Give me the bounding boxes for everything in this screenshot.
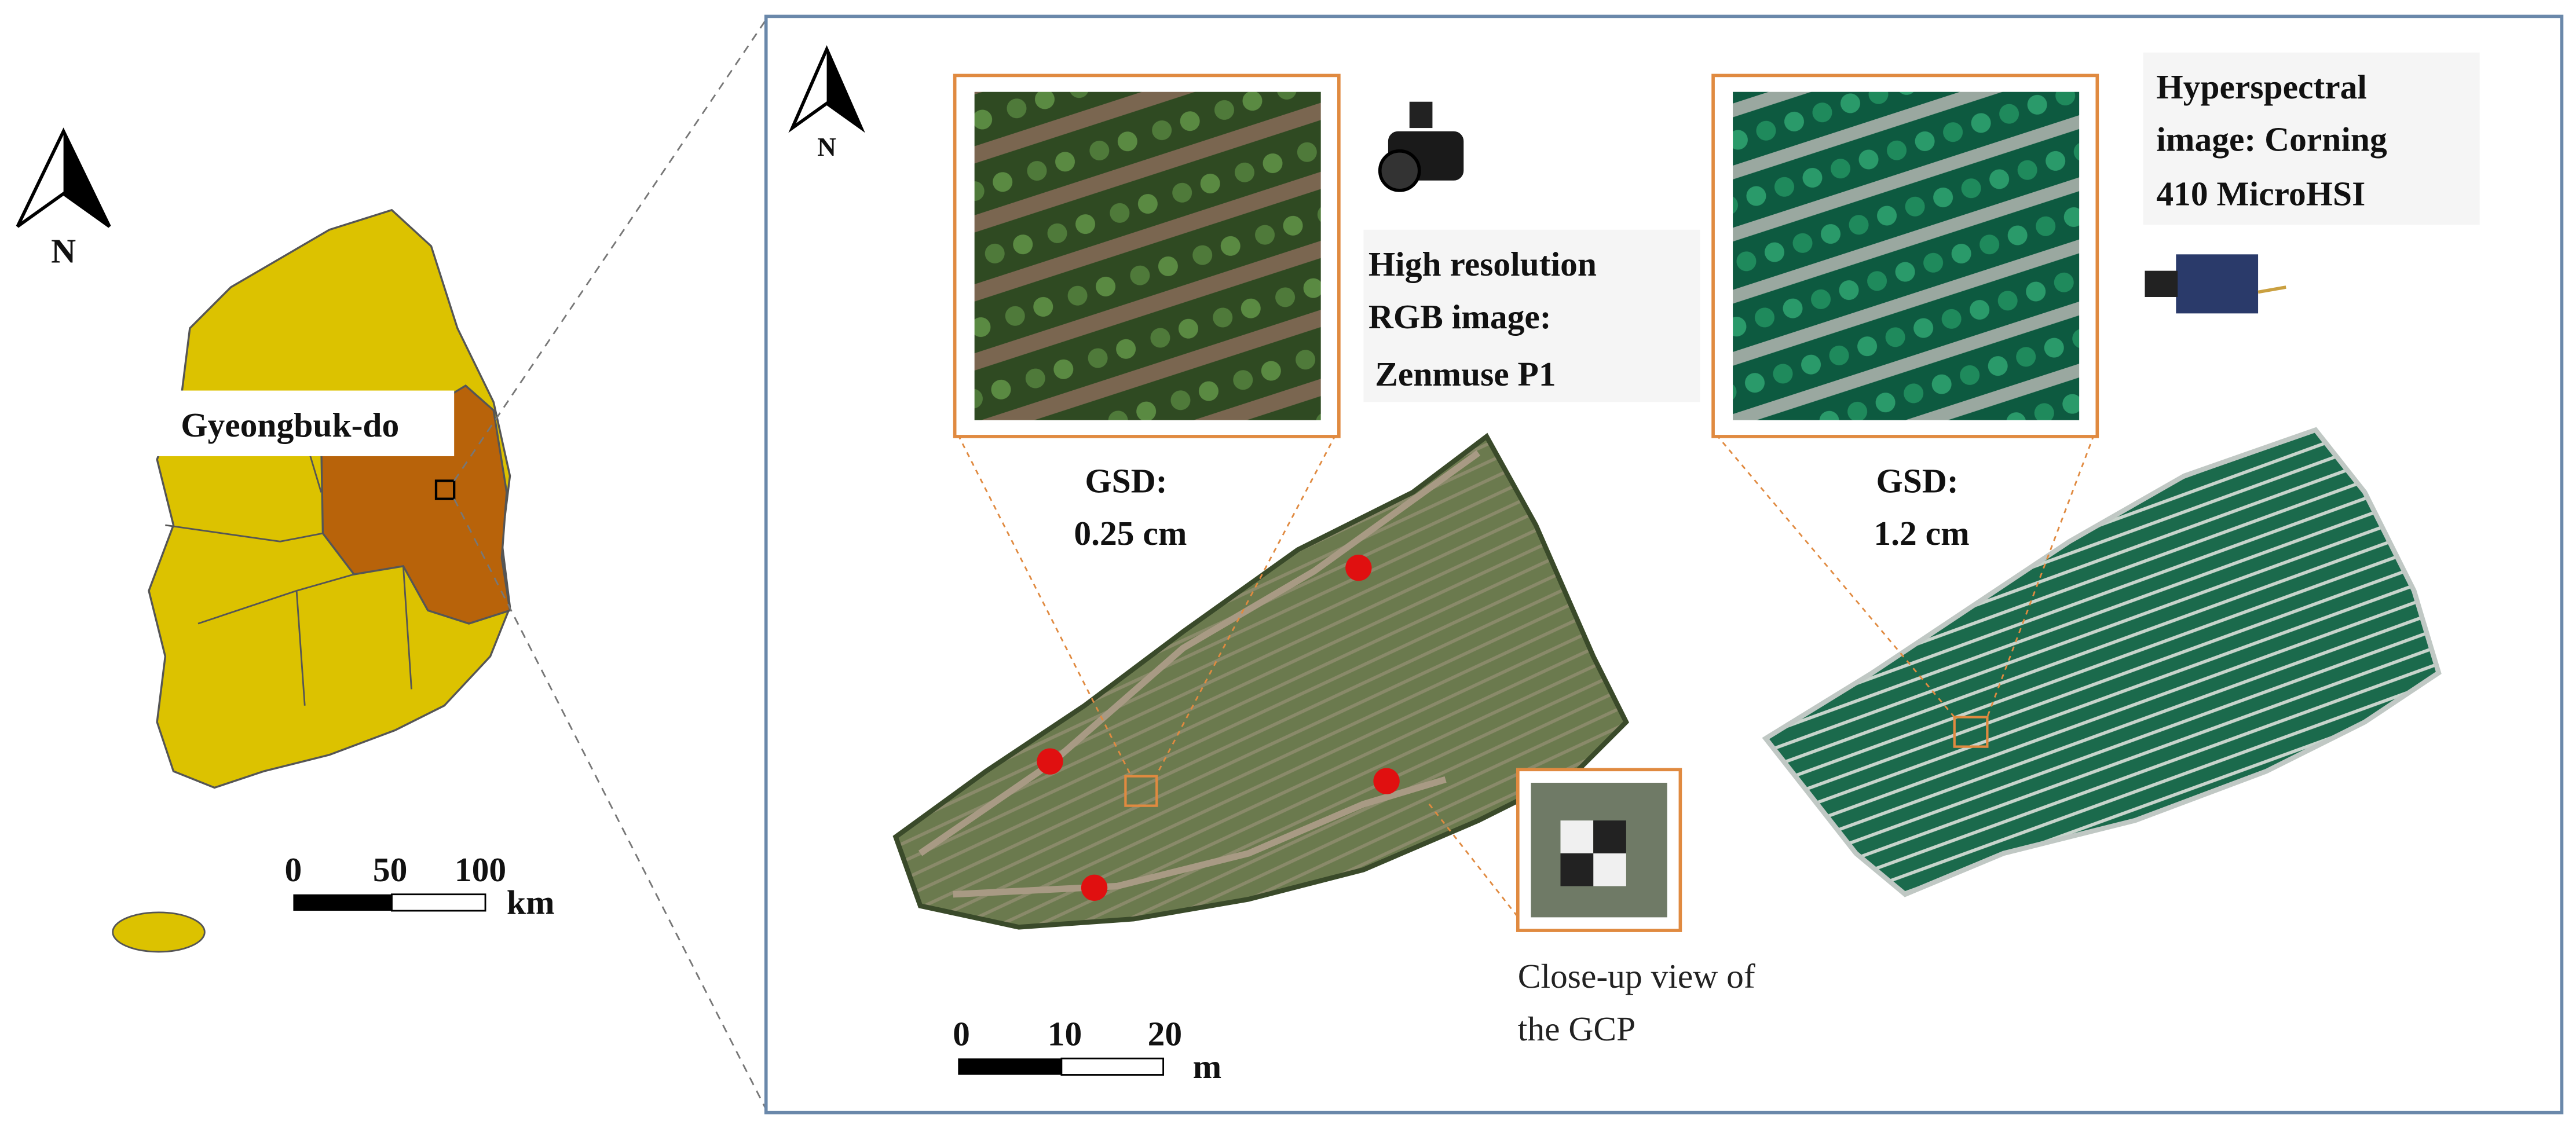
- scale-tick: 100: [455, 851, 506, 889]
- text-line: GSD:: [1876, 461, 1958, 500]
- hsi-gsd: GSD: 1.2 cm: [1874, 461, 1969, 552]
- hsi-field: [1762, 427, 2442, 897]
- hsi-caption-box: [2143, 52, 2480, 225]
- text-line: 410 MicroHSI: [2156, 174, 2365, 212]
- text-line: the GCP: [1518, 1010, 1635, 1048]
- scale-unit: km: [507, 884, 555, 922]
- rgb-caption-box: [1363, 229, 1700, 402]
- rgb-camera-icon: [1378, 101, 1464, 192]
- scale-tick: 10: [1048, 1014, 1082, 1053]
- scale-bar: 0 10 20 m: [953, 1014, 1221, 1086]
- region-label-box: [126, 390, 455, 456]
- text-line: 1.2 cm: [1874, 514, 1969, 552]
- rgb-caption: High resolution RGB image: Zenmuse P1: [1368, 245, 1605, 393]
- text-line: Hyperspectral: [2156, 68, 2367, 106]
- site-marker: [434, 479, 456, 500]
- north-label: N: [817, 133, 836, 162]
- jeju-island: [112, 911, 206, 953]
- rgb-gsd: GSD: 0.25 cm: [1074, 461, 1187, 552]
- scale-tick: 20: [1148, 1014, 1183, 1053]
- text-line: 0.25 cm: [1074, 514, 1187, 552]
- hsi-camera-icon: [2145, 254, 2286, 314]
- rgb-field: [892, 432, 1630, 930]
- site-map: N High resolution RGB image: Zenmuse P1 …: [764, 14, 2564, 1115]
- scale-tick: 0: [953, 1014, 970, 1053]
- gcp-points: [1037, 554, 1400, 901]
- text-line: Zenmuse P1: [1375, 355, 1556, 393]
- gcp-caption: Close-up view of the GCP: [1518, 957, 1764, 1048]
- text-line: GSD:: [1085, 461, 1167, 500]
- north-label: N: [51, 232, 76, 270]
- scale-bar: 0 50 100 km: [285, 851, 555, 922]
- text-line: High resolution: [1368, 245, 1597, 283]
- text-line: Close-up view of: [1518, 957, 1755, 995]
- text-line: RGB image:: [1368, 298, 1552, 336]
- region-label: Gyeongbuk-do: [181, 406, 399, 444]
- text-line: image: Corning: [2156, 120, 2387, 159]
- hsi-caption: Hyperspectral image: Corning 410 MicroHS…: [2156, 68, 2395, 212]
- scale-tick: 0: [285, 851, 302, 889]
- scale-unit: m: [1193, 1047, 1222, 1086]
- scale-tick: 50: [373, 851, 408, 889]
- overview-map: N Gyeongbuk-do 0 50 100 km: [16, 127, 555, 953]
